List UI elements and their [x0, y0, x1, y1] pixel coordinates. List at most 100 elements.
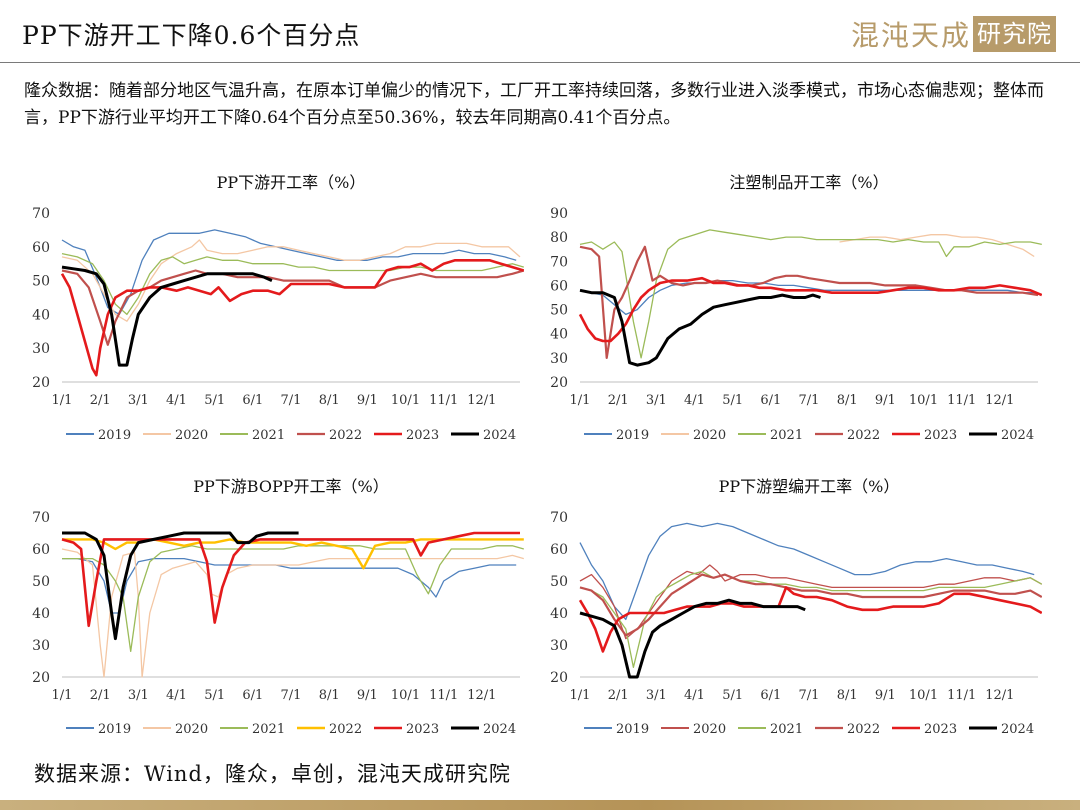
x-tick-label: 3/1 — [646, 688, 667, 703]
x-tick-label: 7/1 — [281, 688, 302, 703]
series-line-2020 — [61, 548, 524, 678]
y-tick-label: 40 — [550, 327, 568, 343]
chart-title: PP下游BOPP开工率（%） — [193, 477, 388, 496]
chart-c1: PP下游开工率（%） 20 30 40 50 60 70 1/1 2/1 3/1 4/1 5/1 6/1… — [32, 173, 524, 443]
legend-label-2023: 2023 — [924, 722, 957, 737]
legend: 2019 2020 2021 2022 2023 2024 — [66, 722, 516, 737]
series-line-2019 — [579, 522, 1035, 621]
y-tick-label: 50 — [550, 303, 568, 319]
x-tick-label: 5/1 — [204, 688, 225, 703]
y-tick-label: 40 — [550, 606, 568, 622]
x-tick-label: 1/1 — [52, 393, 73, 408]
y-tick-label: 70 — [550, 254, 568, 270]
x-tick-label: 5/1 — [722, 393, 743, 408]
y-tick-label: 90 — [550, 206, 568, 222]
legend-label-2020: 2020 — [693, 428, 726, 443]
source-note: 数据来源：Wind，隆众，卓创，混沌天成研究院 — [34, 762, 511, 786]
series-line-2021 — [579, 229, 1042, 359]
series-line-2020 — [579, 564, 1042, 640]
y-tick-label: 70 — [550, 510, 568, 526]
y-tick-label: 70 — [32, 510, 50, 526]
x-tick-label: 11/1 — [947, 688, 976, 703]
x-tick-label: 11/1 — [947, 393, 976, 408]
chart-c3: PP下游BOPP开工率（%） 20 30 40 50 60 70 1/1 2/1 3/1 4/1 5/… — [32, 477, 524, 737]
legend-label-2021: 2021 — [770, 722, 803, 737]
y-tick-label: 20 — [550, 375, 568, 391]
legend-label-2023: 2023 — [924, 428, 957, 443]
series-line-2024 — [62, 531, 299, 641]
legend-label-2021: 2021 — [252, 722, 285, 737]
series-line-2024 — [579, 598, 806, 679]
legend-label-2022: 2022 — [847, 428, 880, 443]
series-line-2021 — [579, 570, 1042, 669]
series-line-2022 — [579, 245, 1039, 359]
x-tick-label: 11/1 — [429, 393, 458, 408]
legend-label-2019: 2019 — [616, 722, 649, 737]
x-tick-label: 12/1 — [467, 393, 496, 408]
x-tick-label: 10/1 — [909, 688, 938, 703]
x-tick-label: 4/1 — [166, 393, 187, 408]
legend-label-2021: 2021 — [770, 428, 803, 443]
x-tick-label: 4/1 — [684, 688, 705, 703]
y-tick-label: 30 — [550, 351, 568, 367]
y-tick-label: 70 — [32, 206, 50, 222]
x-tick-label: 6/1 — [242, 688, 263, 703]
x-tick-label: 3/1 — [128, 393, 149, 408]
y-tick-label: 20 — [32, 670, 50, 686]
y-tick-label: 60 — [32, 240, 50, 256]
logo-text: 混沌天成 — [850, 19, 971, 52]
legend-label-2022: 2022 — [847, 722, 880, 737]
x-tick-label: 10/1 — [391, 393, 420, 408]
legend: 2019 2020 2021 2022 2023 2024 — [584, 428, 1034, 443]
x-tick-label: 3/1 — [646, 393, 667, 408]
x-tick-label: 4/1 — [684, 393, 705, 408]
x-tick-label: 1/1 — [570, 393, 591, 408]
legend-label-2020: 2020 — [175, 722, 208, 737]
y-tick-label: 30 — [550, 638, 568, 654]
chart-title: PP下游开工率（%） — [217, 173, 366, 192]
y-tick-label: 50 — [550, 574, 568, 590]
legend: 2019 2020 2021 2022 2023 2024 — [584, 722, 1034, 737]
chart-title: 注塑制品开工率（%） — [729, 173, 888, 192]
footer-bar — [0, 800, 1080, 810]
x-tick-label: 6/1 — [760, 393, 781, 408]
series-line-2023 — [60, 259, 524, 377]
x-tick-label: 5/1 — [204, 393, 225, 408]
brand-logo: 混沌天成 研究院 — [851, 14, 1056, 54]
x-tick-label: 2/1 — [608, 688, 629, 703]
x-tick-label: 10/1 — [909, 393, 938, 408]
series-line-2022 — [61, 269, 524, 346]
legend-label-2019: 2019 — [98, 722, 131, 737]
y-tick-label: 50 — [32, 574, 50, 590]
x-tick-label: 8/1 — [837, 688, 858, 703]
logo-box-text: 研究院 — [973, 16, 1056, 52]
x-tick-label: 2/1 — [90, 688, 111, 703]
x-tick-label: 8/1 — [319, 393, 340, 408]
x-tick-label: 2/1 — [90, 393, 111, 408]
y-tick-label: 50 — [32, 274, 50, 290]
x-tick-label: 7/1 — [799, 688, 820, 703]
x-tick-label: 1/1 — [52, 688, 73, 703]
series-line-2019 — [62, 557, 517, 614]
series-line-2024 — [61, 265, 273, 367]
x-tick-label: 5/1 — [722, 688, 743, 703]
y-tick-label: 40 — [32, 606, 50, 622]
x-tick-label: 9/1 — [875, 393, 896, 408]
y-tick-label: 60 — [550, 278, 568, 294]
y-tick-label: 30 — [32, 638, 50, 654]
x-tick-label: 12/1 — [467, 688, 496, 703]
series-line-2020 — [839, 234, 1035, 258]
legend-label-2024: 2024 — [1001, 722, 1034, 737]
series-line-2023 — [578, 276, 1042, 343]
series-line-2021 — [62, 545, 524, 653]
x-tick-label: 12/1 — [985, 688, 1014, 703]
x-tick-label: 10/1 — [391, 688, 420, 703]
header-divider — [0, 62, 1080, 63]
x-tick-label: 3/1 — [128, 688, 149, 703]
legend-label-2024: 2024 — [483, 428, 516, 443]
y-tick-label: 40 — [32, 307, 50, 323]
chart-c4: PP下游塑编开工率（%） 20 30 40 50 60 70 1/1 2/1 3/1 4/1 5/1 6… — [550, 477, 1042, 737]
x-tick-label: 4/1 — [166, 688, 187, 703]
legend-label-2024: 2024 — [483, 722, 516, 737]
y-tick-label: 60 — [550, 542, 568, 558]
